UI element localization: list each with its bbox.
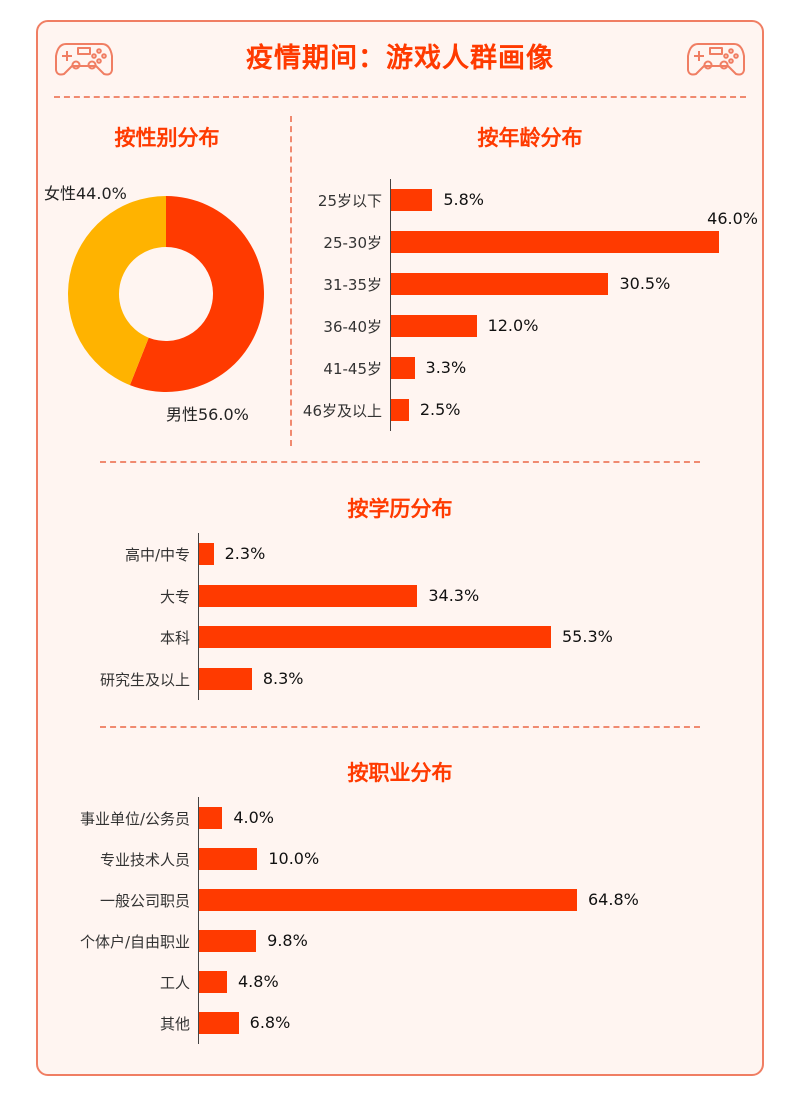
occupation-value-label: 9.8% <box>267 931 308 950</box>
occupation-value-label: 4.8% <box>238 972 279 991</box>
divider <box>54 96 746 98</box>
occupation-bar <box>199 889 577 911</box>
age-category-label: 31-35岁 <box>323 276 382 294</box>
occupation-category-label: 专业技术人员 <box>99 851 190 869</box>
occupation-bar <box>199 971 227 993</box>
occupation-bar <box>199 848 258 870</box>
education-bar <box>199 543 214 565</box>
divider <box>100 461 700 463</box>
donut-label-female: 女性44.0% <box>44 184 127 203</box>
age-bar <box>391 399 409 421</box>
education-bar <box>199 667 252 690</box>
gamepad-icon <box>687 43 745 76</box>
occupation-axis-line <box>198 797 199 1044</box>
occupation-category-label: 个体户/自由职业 <box>79 933 190 951</box>
age-value-label: 30.5% <box>619 274 671 293</box>
donut-slice-male <box>129 196 264 392</box>
education-section-title: 按学历分布 <box>347 497 453 521</box>
age-bar <box>391 357 415 379</box>
age-bar <box>391 231 719 253</box>
age-value-label: 46.0% <box>707 209 758 228</box>
occupation-section-title: 按职业分布 <box>347 761 453 785</box>
age-value-label: 12.0% <box>487 316 539 335</box>
occupation-value-label: 10.0% <box>268 849 320 868</box>
occupation-bar <box>199 807 223 829</box>
occupation-value-label: 4.0% <box>233 808 274 827</box>
gamepad-icon <box>55 43 113 76</box>
education-category-label: 研究生及以上 <box>99 670 190 689</box>
education-bar <box>199 584 418 607</box>
divider <box>290 116 292 446</box>
education-value-label: 2.3% <box>224 544 266 563</box>
age-axis-line <box>390 179 391 431</box>
donut-slice-female <box>67 196 166 386</box>
age-section-title: 按年龄分布 <box>477 126 583 150</box>
education-axis-line <box>198 533 199 700</box>
donut-label-male: 男性56.0% <box>166 405 249 424</box>
education-value-label: 8.3% <box>262 668 304 688</box>
age-value-label: 2.5% <box>419 400 461 419</box>
occupation-bar <box>199 930 257 952</box>
occupation-category-label: 工人 <box>159 974 190 992</box>
occupation-category-label: 一般公司职员 <box>99 892 190 910</box>
occupation-category-label: 其他 <box>159 1015 190 1033</box>
occupation-value-label: 64.8% <box>588 890 639 909</box>
age-bar <box>391 315 477 337</box>
education-bar <box>199 626 551 648</box>
occupation-category-label: 事业单位/公务员 <box>79 810 190 828</box>
age-category-label: 36-40岁 <box>323 318 382 336</box>
gender-section-title: 按性别分布 <box>114 126 220 150</box>
age-category-label: 41-45岁 <box>323 360 382 378</box>
education-category-label: 大专 <box>159 587 190 606</box>
age-value-label: 5.8% <box>443 190 484 209</box>
age-value-label: 3.3% <box>425 358 467 377</box>
age-bar <box>391 189 433 211</box>
education-category-label: 本科 <box>159 629 190 647</box>
occupation-value-label: 6.8% <box>249 1013 291 1032</box>
age-category-label: 25岁以下 <box>317 192 382 210</box>
education-category-label: 高中/中专 <box>124 546 190 564</box>
age-category-label: 46岁及以上 <box>302 402 382 420</box>
occupation-bar <box>199 1012 239 1034</box>
age-category-label: 25-30岁 <box>323 234 382 252</box>
education-value-label: 55.3% <box>562 627 613 646</box>
age-bar <box>391 273 609 295</box>
divider <box>100 726 700 728</box>
page-title: 疫情期间：游戏人群画像 <box>246 43 554 74</box>
education-value-label: 34.3% <box>428 585 480 605</box>
